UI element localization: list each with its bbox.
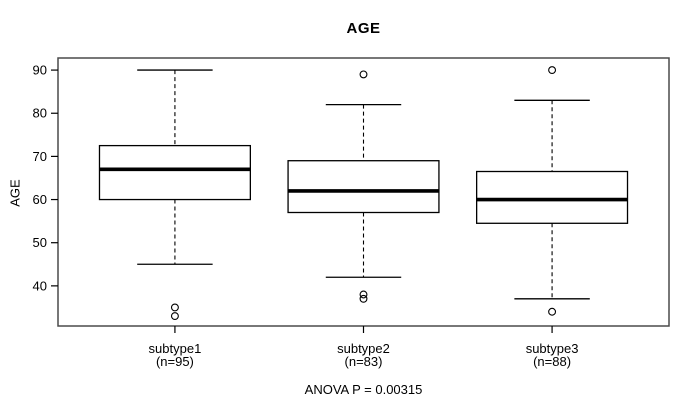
y-tick-label: 80	[33, 106, 47, 121]
box-iqr	[287, 160, 440, 214]
x-axis-label: subtype2	[337, 341, 390, 356]
outlier-point	[359, 70, 368, 79]
x-axis-count-label: (n=83)	[345, 354, 383, 369]
x-axis-count-label: (n=95)	[156, 354, 194, 369]
outlier-point	[170, 312, 179, 321]
outlier-point	[359, 290, 368, 299]
outlier-point	[170, 303, 179, 312]
y-tick-label: 60	[33, 192, 47, 207]
y-tick-label: 40	[33, 278, 47, 293]
y-tick-label: 50	[33, 235, 47, 250]
x-axis-count-label: (n=88)	[533, 354, 571, 369]
outlier-point	[359, 294, 368, 303]
y-tick-label: 90	[33, 63, 47, 78]
y-tick-label: 70	[33, 149, 47, 164]
anova-caption: ANOVA P = 0.00315	[304, 382, 423, 397]
x-axis-label: subtype1	[149, 341, 202, 356]
outlier-point	[548, 307, 557, 316]
box-iqr	[98, 144, 252, 201]
box-iqr	[475, 170, 629, 224]
outlier-point	[548, 66, 557, 75]
x-axis-label: subtype3	[526, 341, 579, 356]
chart-title: AGE	[346, 20, 381, 37]
